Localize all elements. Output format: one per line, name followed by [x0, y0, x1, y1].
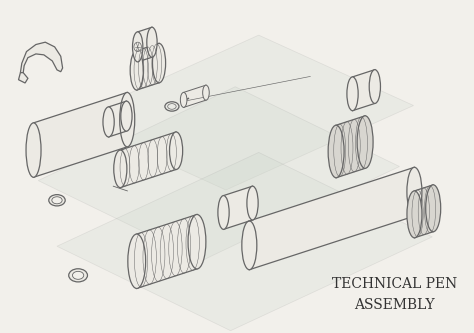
Ellipse shape: [128, 234, 146, 288]
Polygon shape: [109, 101, 127, 137]
Polygon shape: [38, 87, 400, 260]
Ellipse shape: [170, 132, 182, 169]
Polygon shape: [336, 116, 365, 178]
Ellipse shape: [203, 85, 209, 100]
Ellipse shape: [26, 123, 41, 177]
Ellipse shape: [247, 186, 258, 220]
Polygon shape: [137, 27, 152, 62]
Ellipse shape: [49, 195, 65, 206]
Ellipse shape: [407, 167, 422, 216]
Polygon shape: [137, 214, 197, 288]
Polygon shape: [57, 153, 432, 331]
Ellipse shape: [153, 43, 165, 83]
Ellipse shape: [69, 269, 88, 282]
Ellipse shape: [121, 101, 132, 131]
Ellipse shape: [52, 197, 62, 204]
Ellipse shape: [357, 116, 373, 168]
Ellipse shape: [188, 214, 206, 269]
Ellipse shape: [130, 51, 143, 90]
Polygon shape: [20, 42, 63, 73]
Polygon shape: [34, 93, 127, 177]
Polygon shape: [18, 73, 28, 83]
Polygon shape: [353, 70, 375, 111]
Polygon shape: [414, 185, 433, 238]
Ellipse shape: [218, 195, 229, 229]
Ellipse shape: [181, 92, 187, 107]
Polygon shape: [249, 167, 414, 270]
Ellipse shape: [114, 150, 127, 187]
Ellipse shape: [120, 93, 135, 147]
Text: ASSEMBLY: ASSEMBLY: [355, 298, 435, 312]
Polygon shape: [71, 35, 413, 190]
Ellipse shape: [147, 27, 157, 57]
Polygon shape: [224, 186, 253, 229]
Ellipse shape: [369, 70, 381, 104]
Polygon shape: [120, 132, 176, 187]
Ellipse shape: [242, 221, 257, 270]
Ellipse shape: [347, 77, 358, 111]
Polygon shape: [137, 43, 159, 90]
Polygon shape: [183, 85, 206, 107]
Ellipse shape: [328, 125, 344, 178]
Text: TECHNICAL PEN: TECHNICAL PEN: [332, 277, 457, 291]
Ellipse shape: [73, 271, 84, 279]
Ellipse shape: [103, 107, 114, 137]
Ellipse shape: [426, 185, 441, 232]
Ellipse shape: [133, 32, 143, 62]
Ellipse shape: [407, 191, 422, 238]
